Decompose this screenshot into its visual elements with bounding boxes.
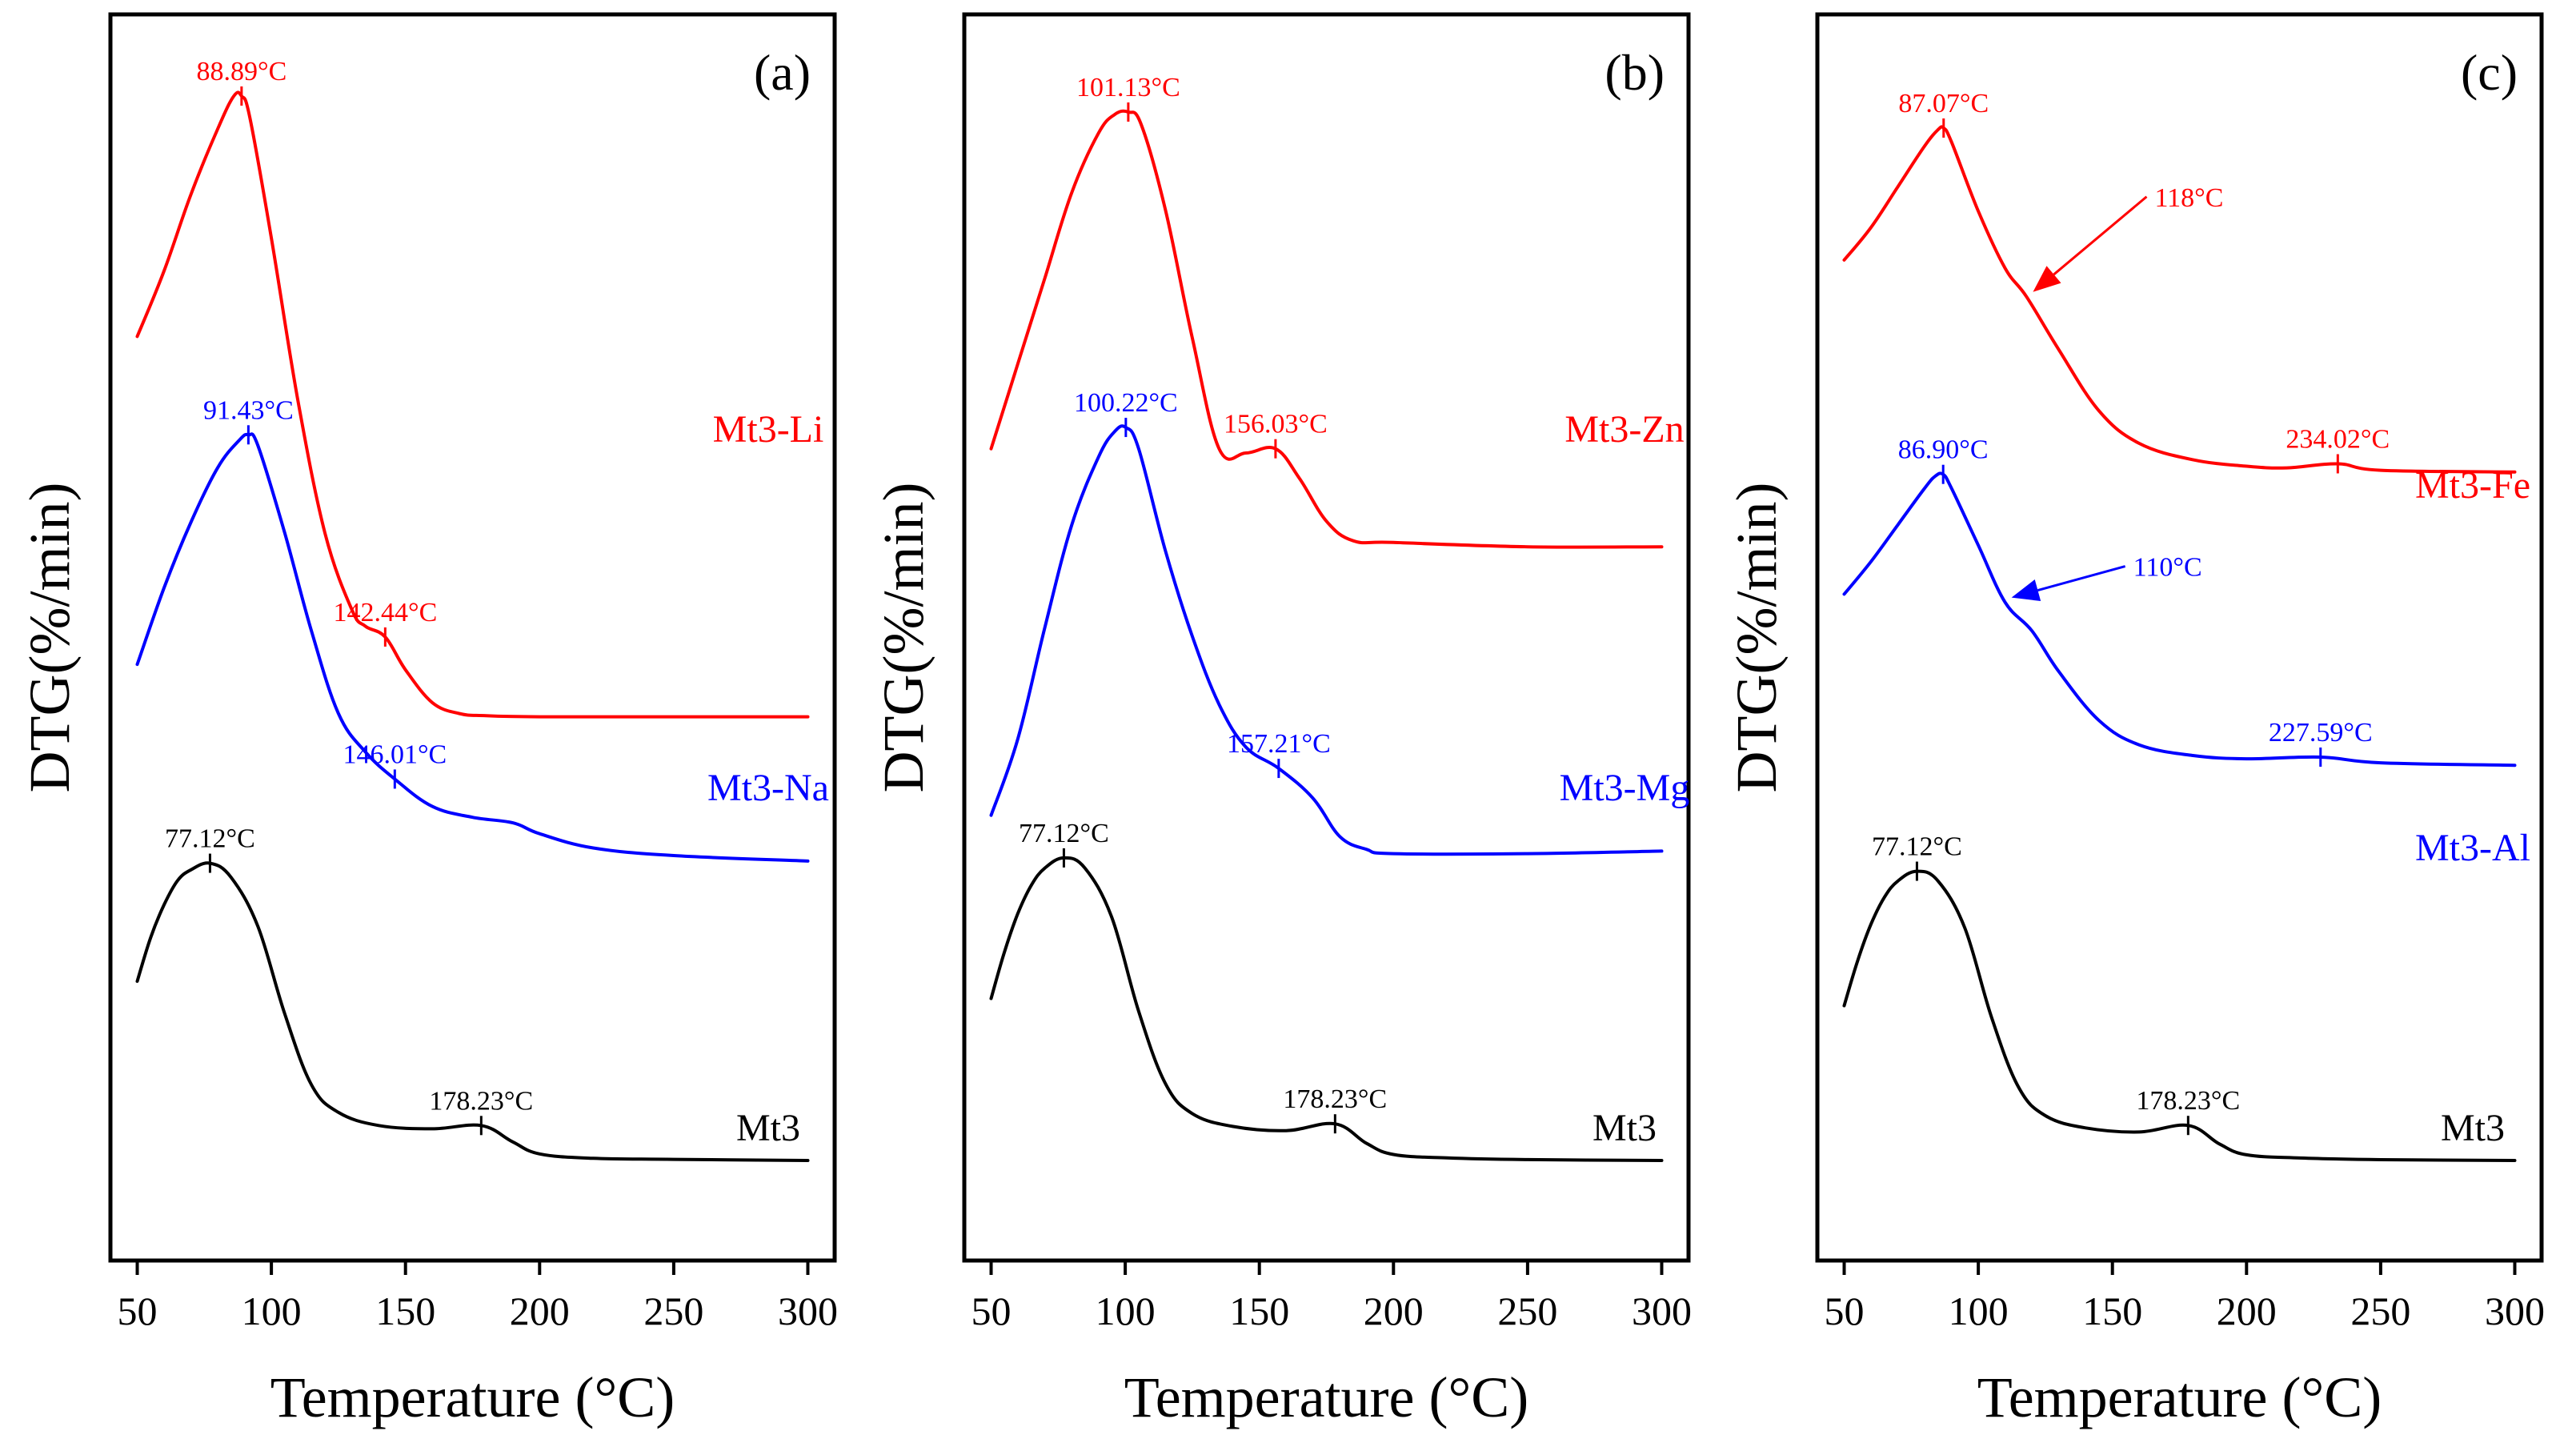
peak-label: 142.44°C: [333, 598, 437, 627]
x-tick-label: 150: [375, 1289, 435, 1333]
annotation-arrow-line: [2053, 195, 2148, 276]
series-mt3-li: 88.89°C 142.44°C Mt3-Li: [135, 57, 824, 719]
plot-frame: [108, 12, 837, 1263]
peak-label: 157.21°C: [1227, 729, 1331, 759]
series-line: [989, 109, 1664, 549]
peak-label: 91.43°C: [203, 395, 294, 425]
x-tick-label: 50: [118, 1289, 158, 1333]
series-line: [989, 424, 1664, 856]
x-tick-label: 200: [510, 1289, 570, 1333]
panel-label: (c): [2461, 44, 2518, 101]
panel-label: (b): [1604, 44, 1665, 101]
peak-label: 227.59°C: [2269, 718, 2373, 748]
series-line: [1842, 869, 2517, 1162]
peak-label: 77.12°C: [1872, 832, 1962, 862]
series-name-label: Mt3-Li: [713, 408, 824, 451]
y-axis-title: DTG(%/min): [871, 483, 935, 793]
series-name-label: Mt3-Mg: [1560, 767, 1690, 809]
x-axis-title: Temperature (°C): [1977, 1365, 2382, 1429]
series-line: [989, 856, 1664, 1162]
x-tick-label: 100: [242, 1289, 302, 1333]
x-axis-title: Temperature (°C): [270, 1365, 675, 1429]
plot-frame: [962, 12, 1691, 1263]
y-axis-title: DTG(%/min): [18, 483, 82, 793]
series-name-label: Mt3: [1592, 1107, 1657, 1149]
x-tick-label: 150: [2082, 1289, 2142, 1333]
peak-label: 101.13°C: [1076, 73, 1180, 102]
series-name-label: Mt3-Al: [2415, 827, 2530, 869]
series-mt3: 77.12°C 178.23°C Mt3: [989, 819, 1664, 1162]
x-tick-label: 200: [2217, 1289, 2277, 1333]
x-tick-label: 250: [2350, 1289, 2410, 1333]
annotation-label: 110°C: [2133, 553, 2202, 583]
peak-label: 86.90°C: [1898, 435, 1989, 465]
peak-label: 87.07°C: [1898, 89, 1989, 118]
peak-label: 178.23°C: [1283, 1084, 1387, 1114]
series-name-label: Mt3-Zn: [1564, 408, 1684, 451]
series-name-label: Mt3: [2441, 1107, 2505, 1149]
x-tick-label: 250: [643, 1289, 703, 1333]
peak-label: 88.89°C: [196, 57, 286, 86]
annotation-arrow-head: [2033, 266, 2061, 292]
series-mt3-al: 86.90°C 227.59°C 110°C Mt3-Al: [1842, 435, 2530, 869]
panel-b: 50 100 150 200 250 300 Temperature (°C) DTG(%/m…: [871, 12, 1692, 1429]
peak-label: 178.23°C: [429, 1086, 533, 1116]
x-tick-label: 300: [1632, 1289, 1692, 1333]
series-name-label: Mt3-Na: [707, 767, 829, 809]
series-line: [1842, 125, 2517, 474]
annotation-arrow-head: [2011, 579, 2041, 602]
y-axis-title: DTG(%/min): [1725, 483, 1789, 793]
series-line: [135, 432, 810, 863]
series-mt3-fe: 87.07°C 234.02°C 118°C Mt3-Fe: [1842, 89, 2530, 507]
x-tick-label: 300: [778, 1289, 838, 1333]
plot-frame: [1815, 12, 2544, 1263]
annotation-arrow-line: [2037, 565, 2126, 592]
peak-label: 234.02°C: [2286, 424, 2390, 454]
x-tick-label: 100: [1949, 1289, 2009, 1333]
annotation-label: 118°C: [2154, 183, 2223, 213]
x-tick-label: 300: [2485, 1289, 2545, 1333]
series-line: [135, 90, 810, 719]
series-mt3: 77.12°C 178.23°C Mt3: [1842, 832, 2517, 1162]
peak-label: 156.03°C: [1224, 410, 1328, 439]
x-tick-label: 200: [1364, 1289, 1424, 1333]
series-line: [1842, 471, 2517, 768]
series-mt3: 77.12°C 178.23°C Mt3: [135, 824, 810, 1162]
x-tick-label: 50: [1825, 1289, 1865, 1333]
panel-label: (a): [754, 44, 811, 101]
peak-label: 146.01°C: [343, 740, 447, 769]
x-tick-label: 100: [1096, 1289, 1156, 1333]
x-tick-label: 150: [1229, 1289, 1289, 1333]
peak-label: 77.12°C: [1019, 819, 1109, 848]
peak-label: 178.23°C: [2136, 1086, 2240, 1116]
peak-label: 100.22°C: [1074, 388, 1178, 418]
x-tick-label: 50: [972, 1289, 1012, 1333]
panel-a: 50 100 150 200 250 300 Temperature (°C) DTG(%/m…: [18, 12, 838, 1429]
series-mt3-zn: 101.13°C 156.03°C Mt3-Zn: [989, 73, 1685, 549]
series-mt3-na: 91.43°C 146.01°C Mt3-Na: [135, 395, 829, 863]
x-axis-title: Temperature (°C): [1124, 1365, 1529, 1429]
x-tick-label: 250: [1497, 1289, 1557, 1333]
series-mt3-mg: 100.22°C 157.21°C Mt3-Mg: [989, 388, 1690, 856]
peak-label: 77.12°C: [165, 824, 255, 854]
panel-c: 50 100 150 200 250 300 Temperature (°C) DTG(%/m…: [1725, 12, 2545, 1429]
series-name-label: Mt3-Fe: [2415, 464, 2530, 507]
series-line: [135, 861, 810, 1162]
series-name-label: Mt3: [736, 1107, 800, 1149]
